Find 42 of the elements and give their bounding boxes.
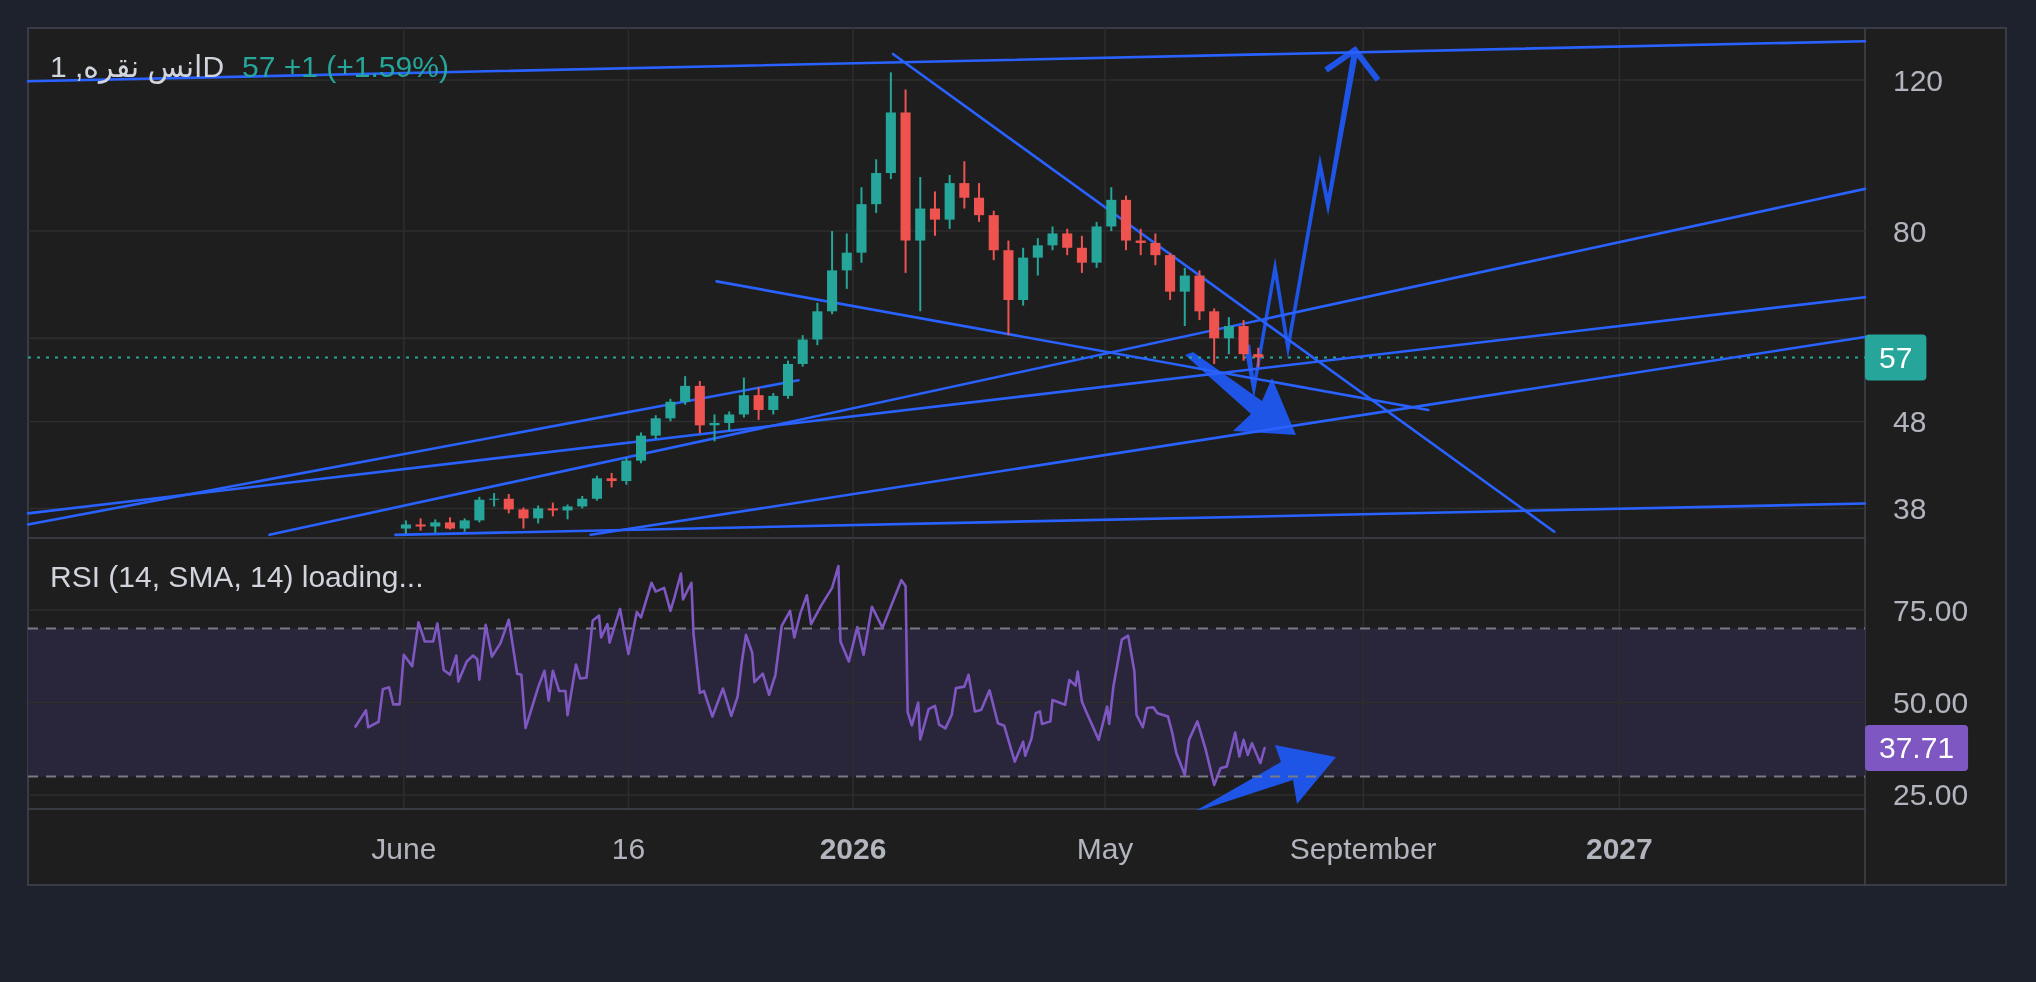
ref-line-label: 57 (1879, 340, 1913, 374)
text: انس نقره, 1D (50, 49, 225, 84)
candlestick (474, 495, 485, 524)
candlestick (680, 375, 691, 406)
candlestick (929, 190, 940, 237)
x-tick-label: September (1289, 831, 1437, 865)
y-tick-label: 38 (1893, 491, 1927, 525)
candlestick (503, 493, 514, 515)
candlestick (724, 410, 735, 432)
x-tick-label: May (1076, 831, 1134, 865)
candlestick (841, 232, 852, 290)
candlestick (959, 160, 970, 210)
candlestick (753, 386, 764, 421)
y-tick-label: 25.00 (1893, 778, 1969, 812)
candlestick (1047, 225, 1058, 252)
candlestick (518, 506, 529, 530)
x-tick-label: 2027 (1585, 831, 1653, 865)
candlestick (591, 474, 602, 502)
candlestick (974, 182, 985, 223)
y-tick-label: 50.00 (1893, 686, 1969, 720)
candlestick (1062, 227, 1073, 257)
candlestick (709, 413, 720, 443)
candlestick (665, 397, 676, 423)
candlestick (1253, 346, 1264, 369)
candlestick (1179, 266, 1190, 328)
candlestick (1223, 316, 1234, 356)
candlestick (738, 376, 749, 419)
annotation: 37.71 (1879, 731, 1955, 765)
y-tick-label: 80 (1893, 214, 1927, 248)
x-tick-label: 16 (611, 831, 646, 865)
x-tick-label: June (371, 831, 437, 865)
candlestick (1032, 237, 1043, 277)
candlestick (768, 392, 779, 416)
candlestick (1150, 232, 1161, 267)
candlestick (650, 414, 661, 440)
x-tick-label: 2026 (819, 831, 887, 865)
text: RSI (14, SMA, 14) loading... (50, 559, 424, 593)
y-tick-label: 48 (1893, 404, 1927, 438)
y-tick-label: 120 (1893, 63, 1944, 97)
y-tick-label: 75.00 (1893, 593, 1969, 627)
candlestick (1076, 234, 1087, 274)
candlestick (621, 457, 632, 486)
